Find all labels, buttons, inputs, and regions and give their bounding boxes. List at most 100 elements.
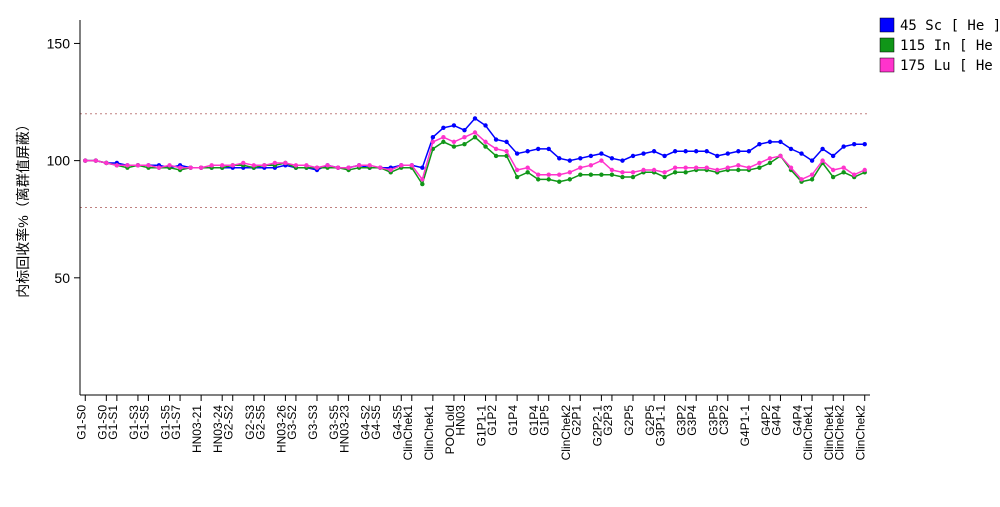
series-marker	[715, 154, 719, 158]
legend-label: 45 Sc [ He ]	[900, 18, 1000, 34]
series-marker	[620, 170, 624, 174]
series-marker	[810, 177, 814, 181]
series-marker	[504, 149, 508, 153]
series-marker	[441, 135, 445, 139]
series-marker	[410, 163, 414, 167]
series-marker	[504, 140, 508, 144]
x-tick-label: G1-S5	[137, 405, 151, 440]
series-marker	[178, 165, 182, 169]
series-marker	[557, 180, 561, 184]
series-marker	[462, 135, 466, 139]
series-marker	[283, 161, 287, 165]
series-marker	[662, 175, 666, 179]
series-marker	[726, 151, 730, 155]
series-marker	[673, 165, 677, 169]
series-marker	[83, 158, 87, 162]
series-marker	[420, 182, 424, 186]
series-marker	[304, 163, 308, 167]
x-tick-label: G2P1	[569, 405, 583, 436]
chart-container: 50100150内标回收率%（离群值屏蔽）G1-S0G1-S0G1-S1G1-S…	[0, 0, 1000, 507]
series-marker	[515, 151, 519, 155]
series-marker	[515, 175, 519, 179]
series-marker	[125, 163, 129, 167]
series-marker	[589, 154, 593, 158]
legend-label: 115 In [ He ]	[900, 38, 1000, 54]
x-tick-label: ClinChek1	[422, 405, 436, 461]
series-marker	[757, 161, 761, 165]
series-marker	[494, 147, 498, 151]
chart-svg: 50100150内标回收率%（离群值屏蔽）G1-S0G1-S0G1-S1G1-S…	[0, 0, 1000, 507]
series-marker	[473, 116, 477, 120]
series-marker	[94, 158, 98, 162]
series-marker	[641, 168, 645, 172]
series-marker	[789, 165, 793, 169]
x-tick-label: C3P2	[717, 405, 731, 435]
series-marker	[273, 161, 277, 165]
series-marker	[325, 163, 329, 167]
series-marker	[652, 149, 656, 153]
series-marker	[589, 163, 593, 167]
legend-swatch	[880, 58, 894, 72]
series-marker	[705, 149, 709, 153]
series-marker	[831, 168, 835, 172]
series-marker	[188, 165, 192, 169]
series-marker	[841, 165, 845, 169]
y-tick-label: 100	[47, 153, 71, 169]
x-tick-label: G4P4	[769, 405, 783, 436]
series-marker	[220, 163, 224, 167]
series-marker	[473, 130, 477, 134]
series-marker	[768, 161, 772, 165]
x-tick-label: G2-S2	[222, 405, 236, 440]
series-marker	[662, 170, 666, 174]
x-tick-label: HN03-23	[338, 405, 352, 453]
series-marker	[683, 165, 687, 169]
series-marker	[494, 154, 498, 158]
series-marker	[652, 168, 656, 172]
series-marker	[441, 126, 445, 130]
series-marker	[336, 165, 340, 169]
x-tick-label: G1P2	[485, 405, 499, 436]
series-marker	[315, 165, 319, 169]
series-marker	[525, 165, 529, 169]
series-marker	[536, 177, 540, 181]
series-marker	[378, 165, 382, 169]
y-tick-label: 150	[47, 35, 71, 51]
x-tick-label: G1-S0	[74, 405, 88, 440]
x-tick-label: ClinChek2	[854, 405, 868, 461]
series-marker	[483, 140, 487, 144]
series-marker	[831, 154, 835, 158]
series-marker	[557, 172, 561, 176]
series-marker	[683, 170, 687, 174]
series-marker	[747, 149, 751, 153]
series-marker	[841, 144, 845, 148]
x-tick-label: ClinChek2	[833, 405, 847, 461]
series-marker	[167, 163, 171, 167]
series-marker	[820, 147, 824, 151]
series-marker	[789, 147, 793, 151]
x-tick-label: G1-S7	[169, 405, 183, 440]
series-marker	[420, 177, 424, 181]
series-marker	[241, 161, 245, 165]
series-marker	[736, 168, 740, 172]
series-marker	[399, 163, 403, 167]
series-marker	[452, 144, 456, 148]
legend-label: 175 Lu [ He ]	[900, 58, 1000, 74]
series-marker	[462, 142, 466, 146]
series-marker	[104, 161, 108, 165]
series-marker	[589, 172, 593, 176]
series-marker	[736, 149, 740, 153]
series-marker	[199, 165, 203, 169]
y-tick-label: 50	[54, 270, 70, 286]
series-marker	[620, 158, 624, 162]
series-marker	[252, 163, 256, 167]
series-marker	[810, 172, 814, 176]
series-marker	[357, 163, 361, 167]
series-marker	[515, 168, 519, 172]
series-marker	[547, 172, 551, 176]
x-tick-label: G1P5	[538, 405, 552, 436]
x-tick-label: ClinChek1	[401, 405, 415, 461]
series-marker	[525, 170, 529, 174]
x-tick-label: ClinChek1	[801, 405, 815, 461]
series-marker	[715, 168, 719, 172]
series-marker	[757, 142, 761, 146]
